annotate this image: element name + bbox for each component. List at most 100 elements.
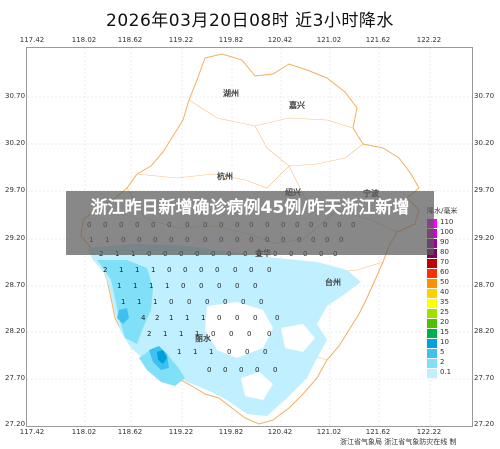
station-value: 0 xyxy=(235,282,240,290)
city-label-lishui: 丽水 xyxy=(195,334,211,343)
lon-tick: 118.62 xyxy=(117,428,143,436)
map-title: 2026年03月20日08时 近3小时降水 xyxy=(106,11,394,31)
news-banner-overlay[interactable]: 浙江昨日新增确诊病例45例/昨天浙江新增 xyxy=(66,191,434,255)
station-value: 0 xyxy=(273,366,278,374)
station-value: 1 xyxy=(151,266,156,274)
station-value: 1 xyxy=(195,330,200,338)
legend-item: 40 xyxy=(427,288,469,298)
legend-label: 50 xyxy=(440,278,449,286)
station-value: 2 xyxy=(103,266,108,274)
station-value: 0 xyxy=(245,348,250,356)
lon-tick: 121.02 xyxy=(316,428,342,436)
lon-tick: 119.22 xyxy=(168,428,194,436)
latitude-axis-left: 30.70 30.20 29.70 29.20 28.70 28.20 27.7… xyxy=(0,0,30,449)
station-value: 1 xyxy=(209,348,214,356)
legend-label: 2 xyxy=(440,358,445,366)
legend-item: 35 xyxy=(427,298,469,308)
lon-tick: 119.22 xyxy=(168,36,194,44)
station-value: 0 xyxy=(267,266,272,274)
legend-label: 60 xyxy=(440,268,449,276)
station-value: 0 xyxy=(169,298,174,306)
legend-label: 0.1 xyxy=(440,368,452,376)
lat-tick: 27.70 xyxy=(5,374,26,382)
legend-label: 40 xyxy=(440,288,449,296)
station-value: 0 xyxy=(207,366,212,374)
legend-label: 110 xyxy=(440,218,454,226)
station-value: 0 xyxy=(233,266,238,274)
station-value: 0 xyxy=(267,330,272,338)
legend-item: 70 xyxy=(427,258,469,268)
station-value: 1 xyxy=(193,348,198,356)
lat-tick: 30.20 xyxy=(474,139,495,147)
station-value: 0 xyxy=(199,266,204,274)
station-value: 0 xyxy=(167,266,172,274)
station-value: 0 xyxy=(253,282,258,290)
station-value: 0 xyxy=(229,330,234,338)
legend-item: 20 xyxy=(427,318,469,328)
lat-tick: 29.20 xyxy=(5,234,26,242)
station-value: 0 xyxy=(217,282,222,290)
lon-tick: 122.22 xyxy=(416,36,442,44)
station-value: 0 xyxy=(199,282,204,290)
station-value: 1 xyxy=(121,298,126,306)
lat-tick: 27.70 xyxy=(474,374,495,382)
legend-label: 35 xyxy=(440,298,449,306)
station-value: 4 xyxy=(141,314,146,322)
station-value: 1 xyxy=(119,266,124,274)
city-label-taizhou: 台州 xyxy=(325,278,341,287)
lon-tick: 119.82 xyxy=(218,36,244,44)
station-value: 0 xyxy=(205,298,210,306)
station-value: 1 xyxy=(185,314,190,322)
lat-tick: 28.70 xyxy=(474,281,495,289)
legend-swatch xyxy=(427,359,437,368)
news-banner-text: 浙江昨日新增确诊病例45例/昨天浙江新增 xyxy=(90,198,410,218)
legend-swatch xyxy=(427,349,437,358)
station-value: 1 xyxy=(163,330,168,338)
station-value: 1 xyxy=(179,330,184,338)
lat-tick: 27.20 xyxy=(5,420,26,428)
station-value: 0 xyxy=(249,266,254,274)
lat-tick: 29.70 xyxy=(474,186,495,194)
legend-item: 15 xyxy=(427,328,469,338)
lat-tick: 27.20 xyxy=(474,420,495,428)
city-label-huzhou: 湖州 xyxy=(223,89,239,98)
lon-tick: 118.62 xyxy=(117,36,143,44)
station-value: 2 xyxy=(155,314,160,322)
legend-label: 20 xyxy=(440,318,449,326)
station-value: 1 xyxy=(117,282,122,290)
legend-label: 100 xyxy=(440,228,454,236)
legend-swatch xyxy=(427,279,437,288)
station-value: 1 xyxy=(169,314,174,322)
legend-item: 25 xyxy=(427,308,469,318)
footer-credit: 浙江省气象局 浙江省气象防灾在线 制 xyxy=(340,438,457,446)
lon-tick: 121.02 xyxy=(316,36,342,44)
lat-tick: 28.20 xyxy=(5,327,26,335)
legend-swatch xyxy=(427,339,437,348)
legend-item: 50 xyxy=(427,278,469,288)
legend-label: 90 xyxy=(440,238,449,246)
lon-tick: 120.42 xyxy=(267,428,293,436)
station-value: 0 xyxy=(215,266,220,274)
legend-swatch xyxy=(427,259,437,268)
lon-tick: 119.82 xyxy=(218,428,244,436)
station-value: 1 xyxy=(165,282,170,290)
precip-shading xyxy=(87,244,361,416)
station-value: 0 xyxy=(217,314,222,322)
legend-label: 5 xyxy=(440,348,445,356)
station-value: 0 xyxy=(255,366,260,374)
longitude-axis-top: 117.42 118.02 118.62 119.22 119.82 120.4… xyxy=(0,36,500,50)
station-value: 0 xyxy=(181,282,186,290)
station-value: 1 xyxy=(133,282,138,290)
legend-title: 降水/毫米 xyxy=(427,207,458,215)
station-value: 0 xyxy=(239,366,244,374)
lat-tick: 28.70 xyxy=(5,281,26,289)
legend-swatch xyxy=(427,269,437,278)
legend-swatch xyxy=(427,289,437,298)
city-label-hangzhou: 杭州 xyxy=(217,172,233,181)
station-value: 0 xyxy=(247,330,252,338)
longitude-axis-bottom: 117.42 118.02 118.62 119.22 119.82 120.4… xyxy=(0,428,500,442)
legend-label: 10 xyxy=(440,338,449,346)
station-value: 1 xyxy=(201,314,206,322)
lon-tick: 117.42 xyxy=(19,428,45,436)
lat-tick: 30.70 xyxy=(5,92,26,100)
